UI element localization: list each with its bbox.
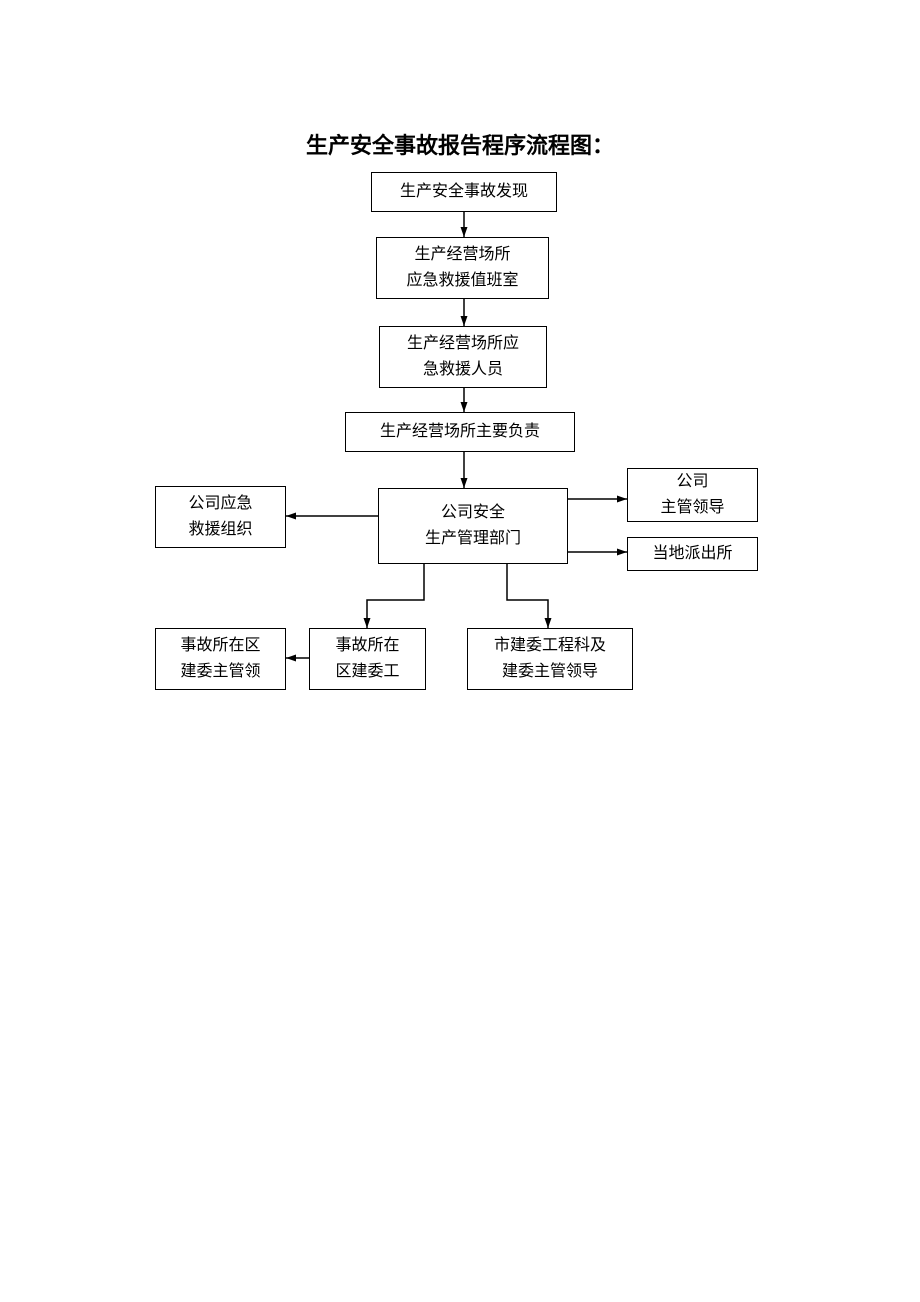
node-rescue-org: 公司应急 救援组织 <box>155 486 286 548</box>
node-text: 区建委工 <box>335 659 399 685</box>
diagram-title: 生产安全事故报告程序流程图： <box>0 128 920 160</box>
node-company-leader: 公司 主管领导 <box>627 468 758 522</box>
node-district-leader: 事故所在区 建委主管领 <box>155 628 286 690</box>
node-text: 公司安全 <box>441 500 505 526</box>
node-text: 生产经营场所应 <box>407 331 519 357</box>
node-city-committee: 市建委工程科及 建委主管领导 <box>467 628 633 690</box>
node-text: 事故所在区 <box>180 633 260 659</box>
node-duty-room: 生产经营场所 应急救援值班室 <box>376 237 549 299</box>
node-text: 应急救援值班室 <box>406 268 518 294</box>
node-text: 建委主管领 <box>180 659 260 685</box>
node-text: 救援组织 <box>188 517 252 543</box>
node-rescue-personnel: 生产经营场所应 急救援人员 <box>379 326 547 388</box>
node-text: 事故所在 <box>335 633 399 659</box>
node-text: 市建委工程科及 <box>494 633 606 659</box>
node-text: 公司应急 <box>188 491 252 517</box>
node-text: 建委主管领导 <box>502 659 598 685</box>
node-text: 公司 <box>676 469 708 495</box>
node-text: 当地派出所 <box>652 541 732 567</box>
node-text: 生产经营场所主要负责 <box>380 419 540 445</box>
node-text: 急救援人员 <box>423 357 503 383</box>
node-text: 生产管理部门 <box>425 526 521 552</box>
node-text: 生产经营场所 <box>414 242 510 268</box>
node-district-committee: 事故所在 区建委工 <box>309 628 426 690</box>
node-main-responsible: 生产经营场所主要负责 <box>345 412 575 452</box>
node-text: 生产安全事故发现 <box>400 179 528 205</box>
node-accident-discovery: 生产安全事故发现 <box>371 172 557 212</box>
node-police-station: 当地派出所 <box>627 537 758 571</box>
node-safety-dept: 公司安全 生产管理部门 <box>378 488 568 564</box>
node-text: 主管领导 <box>660 495 724 521</box>
